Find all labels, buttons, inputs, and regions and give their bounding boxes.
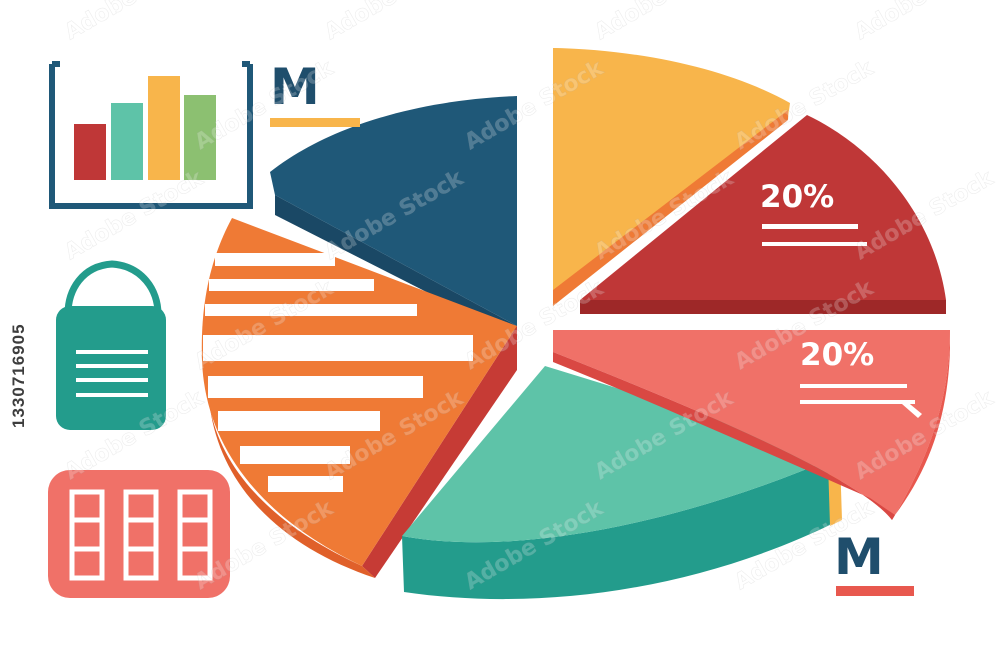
pie-slice-navy: [270, 96, 517, 338]
stock-id-label: 1330716905: [9, 323, 28, 428]
top-m-underline: [270, 118, 360, 127]
percent-label-lower: 20%: [800, 337, 875, 373]
bar-red: [74, 124, 106, 180]
bar-green: [184, 95, 216, 180]
bar-yellow: [148, 76, 180, 180]
slice-text-lines: [762, 224, 922, 418]
pie-slice-coral: [553, 330, 950, 520]
bar-chart-icon: [49, 61, 253, 209]
document-icon: [56, 260, 166, 430]
pie-slice-red: [580, 115, 946, 314]
slice-stripes: [203, 253, 473, 492]
table-grid-icon: [48, 470, 230, 598]
pie-slice-yellow: [553, 48, 790, 306]
letter-m-top: M: [270, 58, 320, 116]
pie-chart-illustration: [201, 48, 950, 600]
pie-slice-orange-striped: [201, 218, 517, 578]
letter-m-bottom: M: [834, 528, 884, 586]
bottom-m-underline: [836, 586, 914, 596]
percent-label-upper: 20%: [760, 179, 835, 215]
bar-teal: [111, 103, 143, 180]
